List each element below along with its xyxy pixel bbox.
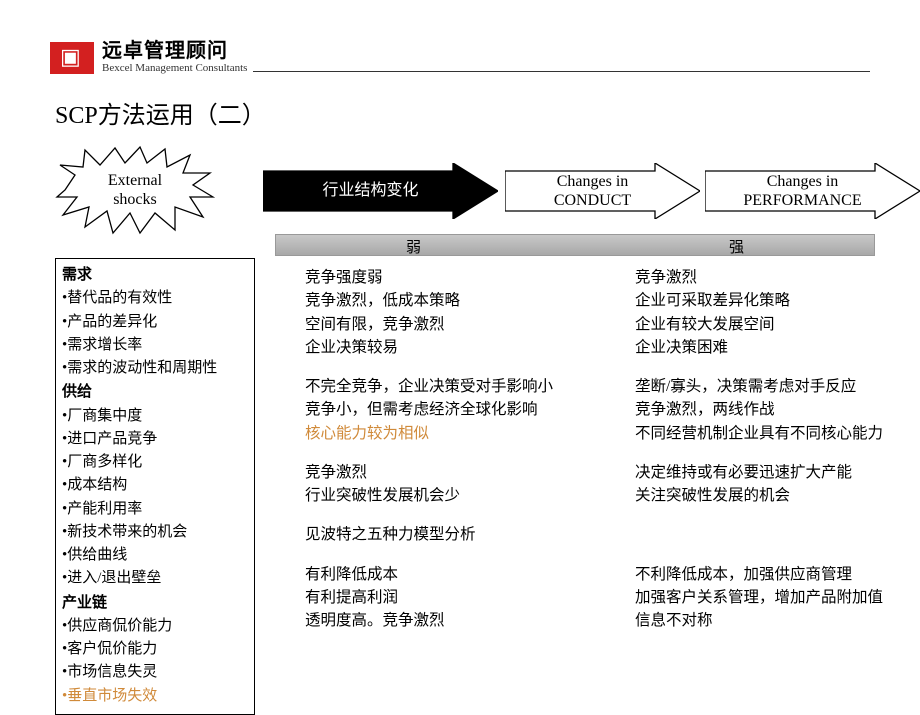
factor-item: 替代品的有效性 xyxy=(62,287,248,310)
starburst-shape: Externalshocks xyxy=(55,145,215,235)
logo-en: Bexcel Management Consultants xyxy=(102,62,247,74)
text-line xyxy=(635,523,905,546)
factor-item: 客户侃价能力 xyxy=(62,638,248,661)
text-group: 竞争强度弱竞争激烈，低成本策略空间有限，竞争激烈企业决策较易 xyxy=(305,266,615,359)
text-line: 竞争激烈，低成本策略 xyxy=(305,289,615,312)
text-line: 竞争激烈，两线作战 xyxy=(635,398,905,421)
factor-item: 市场信息失灵 xyxy=(62,661,248,684)
factor-item: 进口产品竞争 xyxy=(62,428,248,451)
text-line: 有利提高利润 xyxy=(305,586,615,609)
section-head: 供给 xyxy=(62,381,248,404)
starburst-label: Externalshocks xyxy=(55,145,215,235)
section-head: 产业链 xyxy=(62,592,248,615)
text-line: 不同经营机制企业具有不同核心能力 xyxy=(635,422,905,445)
text-line: 竞争激烈 xyxy=(305,461,615,484)
arrow-conduct-label: Changes inCONDUCT xyxy=(505,163,700,219)
logo-icon xyxy=(50,42,94,74)
text-line: 关注突破性发展的机会 xyxy=(635,484,905,507)
text-group: 决定维持或有必要迅速扩大产能关注突破性发展的机会 xyxy=(635,461,905,508)
strength-bar: 弱 强 xyxy=(275,234,875,256)
factor-item: 产品的差异化 xyxy=(62,311,248,334)
flow-row: Externalshocks 行业结构变化 Changes inCONDUCT … xyxy=(55,155,890,225)
factor-item: 新技术带来的机会 xyxy=(62,521,248,544)
arrow-structure: 行业结构变化 xyxy=(263,163,498,219)
section-head: 需求 xyxy=(62,264,248,287)
logo-cn: 远卓管理顾问 xyxy=(102,40,247,62)
text-group: 见波特之五种力模型分析 xyxy=(305,523,615,546)
text-group xyxy=(635,523,905,546)
factor-item-highlight: 垂直市场失效 xyxy=(62,685,248,708)
header-divider xyxy=(253,71,870,72)
text-line: 企业有较大发展空间 xyxy=(635,313,905,336)
text-line: 企业决策较易 xyxy=(305,336,615,359)
text-group: 有利降低成本有利提高利润透明度高。竞争激烈 xyxy=(305,563,615,633)
text-line: 核心能力较为相似 xyxy=(305,422,615,445)
header: 远卓管理顾问 Bexcel Management Consultants xyxy=(50,40,870,74)
text-line: 空间有限，竞争激烈 xyxy=(305,313,615,336)
arrow-performance: Changes inPERFORMANCE xyxy=(705,163,920,219)
text-group: 不利降低成本，加强供应商管理加强客户关系管理，增加产品附加值信息不对称 xyxy=(635,563,905,633)
text-line: 不利降低成本，加强供应商管理 xyxy=(635,563,905,586)
arrow-performance-label: Changes inPERFORMANCE xyxy=(705,163,920,219)
factor-item: 供应商侃价能力 xyxy=(62,615,248,638)
text-line: 企业决策困难 xyxy=(635,336,905,359)
text-line: 不完全竞争，企业决策受对手影响小 xyxy=(305,375,615,398)
text-line: 竞争强度弱 xyxy=(305,266,615,289)
text-line: 企业可采取差异化策略 xyxy=(635,289,905,312)
text-line: 信息不对称 xyxy=(635,609,905,632)
factors-box: 需求替代品的有效性产品的差异化需求增长率需求的波动性和周期性供给厂商集中度进口产… xyxy=(55,258,255,715)
text-line: 行业突破性发展机会少 xyxy=(305,484,615,507)
factor-item: 产能利用率 xyxy=(62,498,248,521)
factor-item: 厂商多样化 xyxy=(62,451,248,474)
weak-column: 竞争强度弱竞争激烈，低成本策略空间有限，竞争激烈企业决策较易不完全竞争，企业决策… xyxy=(305,266,615,648)
text-line: 有利降低成本 xyxy=(305,563,615,586)
text-line: 加强客户关系管理，增加产品附加值 xyxy=(635,586,905,609)
text-line: 竞争小，但需考虑经济全球化影响 xyxy=(305,398,615,421)
factor-item: 需求增长率 xyxy=(62,334,248,357)
text-group: 垄断/寡头，决策需考虑对手反应竞争激烈，两线作战不同经营机制企业具有不同核心能力 xyxy=(635,375,905,445)
strength-strong-label: 强 xyxy=(729,236,744,257)
text-group: 竞争激烈企业可采取差异化策略企业有较大发展空间企业决策困难 xyxy=(635,266,905,359)
factor-item: 厂商集中度 xyxy=(62,405,248,428)
factor-item: 进入/退出壁垒 xyxy=(62,567,248,590)
factor-item: 成本结构 xyxy=(62,474,248,497)
text-line: 竞争激烈 xyxy=(635,266,905,289)
text-line: 垄断/寡头，决策需考虑对手反应 xyxy=(635,375,905,398)
text-group: 竞争激烈行业突破性发展机会少 xyxy=(305,461,615,508)
factor-item: 供给曲线 xyxy=(62,544,248,567)
text-line: 见波特之五种力模型分析 xyxy=(305,523,615,546)
page-title: SCP方法运用（二） xyxy=(55,95,266,130)
strength-weak-label: 弱 xyxy=(406,236,421,257)
strong-column: 竞争激烈企业可采取差异化策略企业有较大发展空间企业决策困难垄断/寡头，决策需考虑… xyxy=(635,266,905,648)
text-group: 不完全竞争，企业决策受对手影响小竞争小，但需考虑经济全球化影响核心能力较为相似 xyxy=(305,375,615,445)
arrow-conduct: Changes inCONDUCT xyxy=(505,163,700,219)
text-line: 透明度高。竞争激烈 xyxy=(305,609,615,632)
factor-item: 需求的波动性和周期性 xyxy=(62,357,248,380)
arrow-structure-label: 行业结构变化 xyxy=(263,163,498,219)
logo-text: 远卓管理顾问 Bexcel Management Consultants xyxy=(102,40,247,74)
text-line: 决定维持或有必要迅速扩大产能 xyxy=(635,461,905,484)
